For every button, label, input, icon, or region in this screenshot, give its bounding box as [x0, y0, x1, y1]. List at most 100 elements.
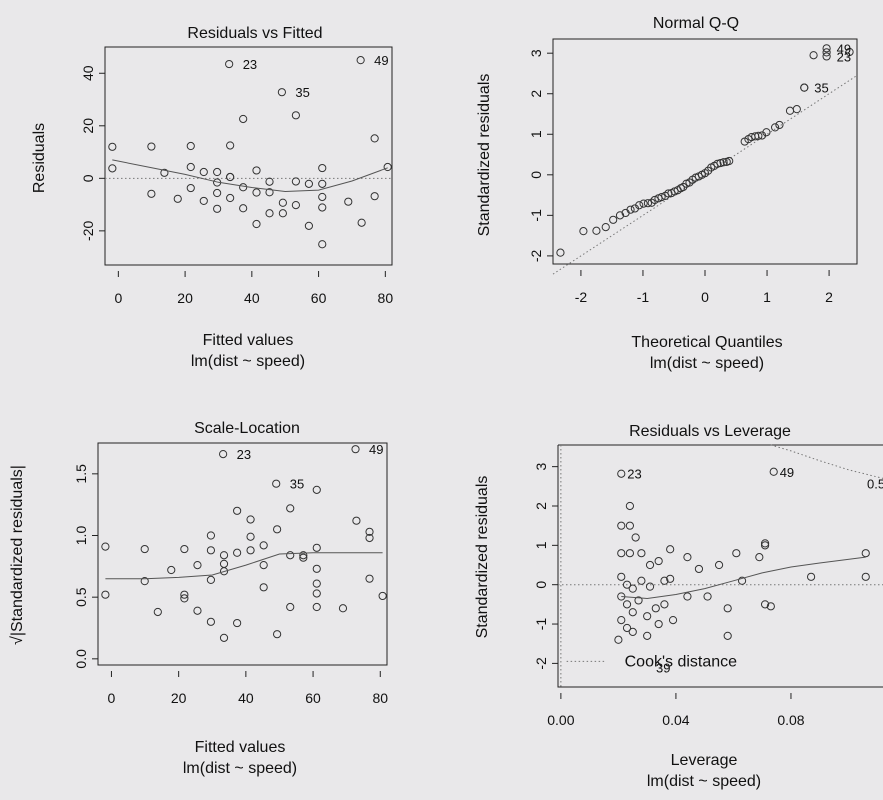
- data-point: [338, 604, 348, 613]
- data-point: [622, 623, 632, 633]
- cooks-distance-curve: [770, 444, 883, 479]
- y-tick-label: 2: [533, 502, 549, 510]
- data-point: [193, 561, 202, 570]
- panel-residuals-vs-leverage: Residuals vs Leverage Leverage lm(dist ~…: [474, 423, 883, 790]
- labeled-point: [356, 56, 365, 65]
- y-tick-label: 3: [528, 49, 544, 57]
- data-point: [617, 469, 626, 478]
- data-point: [318, 203, 327, 212]
- title-scale-location: Scale-Location: [194, 420, 300, 437]
- data-point: [716, 158, 725, 168]
- data-point: [186, 183, 195, 193]
- y-tick-label: 1: [533, 541, 549, 549]
- data-point: [180, 594, 189, 603]
- data-point: [206, 531, 216, 540]
- data-point: [259, 583, 268, 592]
- ylabel-residuals-vs-fitted: Residuals: [31, 123, 48, 193]
- data-point: [378, 591, 387, 601]
- x-tick-label: 0: [114, 290, 122, 306]
- data-point: [206, 546, 216, 555]
- data-point: [792, 105, 801, 114]
- data-point: [265, 188, 274, 197]
- x-tick-label: 0: [701, 289, 709, 305]
- data-point: [666, 545, 675, 554]
- data-point: [291, 111, 300, 120]
- x-tick-label: 0.04: [662, 712, 689, 728]
- data-point: [252, 166, 261, 175]
- y-tick-label: 1.5: [73, 464, 89, 484]
- data-point: [683, 592, 692, 601]
- data-point: [723, 604, 732, 613]
- data-point: [265, 209, 274, 218]
- data-point: [766, 602, 775, 611]
- x-tick-label: 60: [305, 690, 321, 706]
- data-point: [219, 559, 229, 568]
- data-point: [246, 515, 255, 524]
- y-tick-label: 2: [528, 90, 544, 98]
- y-tick-label: 1: [528, 130, 544, 138]
- data-point: [617, 616, 626, 625]
- data-point: [259, 541, 268, 550]
- data-point: [246, 546, 255, 555]
- data-point: [312, 485, 321, 494]
- point-label-49: 49: [780, 465, 794, 480]
- data-point: [101, 542, 110, 551]
- data-point: [626, 205, 635, 214]
- point-label-23: 23: [237, 447, 251, 462]
- data-point: [625, 521, 635, 530]
- data-point: [318, 179, 327, 188]
- data-point: [639, 199, 648, 208]
- point-label-23: 23: [243, 57, 257, 72]
- y-tick-label: 0: [528, 171, 544, 179]
- data-point: [732, 549, 741, 558]
- data-point: [273, 525, 282, 534]
- data-point: [719, 158, 728, 167]
- data-point: [233, 506, 242, 515]
- x-tick-label: 40: [238, 690, 254, 706]
- data-point: [723, 631, 732, 640]
- data-point: [140, 577, 149, 586]
- data-point: [625, 549, 635, 558]
- data-point: [312, 589, 321, 598]
- data-point: [312, 543, 321, 552]
- point-label-35: 35: [295, 85, 309, 100]
- panel-scale-location: Scale-Location Fitted values lm(dist ~ s…: [9, 420, 388, 777]
- point-label-35: 35: [290, 477, 304, 492]
- data-point: [344, 197, 353, 206]
- data-point: [634, 596, 643, 605]
- data-point: [714, 560, 724, 570]
- labeled-point: [800, 83, 809, 92]
- data-point: [666, 574, 675, 583]
- data-point: [173, 194, 182, 203]
- x-tick-label: 20: [171, 690, 187, 706]
- qq-reference-line: [552, 75, 858, 275]
- data-point: [760, 541, 770, 550]
- plot-frame: [97, 442, 388, 666]
- data-point: [609, 215, 618, 224]
- x-tick-label: -2: [575, 289, 588, 305]
- data-point: [147, 142, 156, 151]
- point-label-49: 49: [369, 442, 383, 457]
- data-point: [206, 617, 216, 626]
- data-point: [660, 600, 669, 609]
- data-point: [357, 218, 366, 227]
- data-point: [259, 561, 268, 570]
- labeled-point: [822, 52, 831, 61]
- data-point: [631, 533, 640, 542]
- data-point: [635, 201, 644, 210]
- data-point: [628, 584, 637, 593]
- data-point: [365, 533, 374, 543]
- data-point: [213, 188, 222, 198]
- data-point: [370, 192, 379, 201]
- data-point: [286, 602, 295, 612]
- panel-residuals-vs-fitted: Residuals vs Fitted Fitted values lm(dis…: [31, 25, 393, 370]
- data-point: [226, 141, 235, 150]
- data-point: [108, 142, 117, 151]
- y-tick-label: 20: [80, 118, 96, 134]
- data-point: [140, 544, 149, 554]
- data-point: [167, 565, 176, 575]
- data-point: [614, 635, 623, 644]
- plot-frame: [557, 444, 883, 688]
- data-point: [226, 172, 235, 182]
- y-tick-label: 0: [80, 174, 96, 182]
